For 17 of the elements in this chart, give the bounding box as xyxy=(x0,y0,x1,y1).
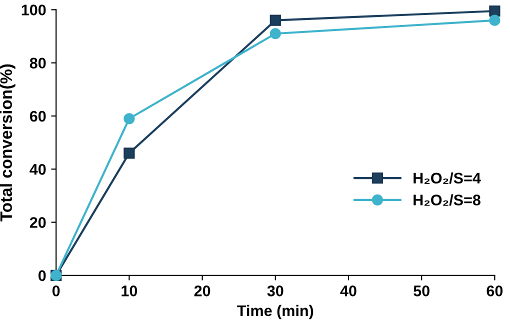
y-tick-label: 100 xyxy=(22,4,46,16)
x-tick-label: 50 xyxy=(414,286,430,296)
x-axis-title: Time (min) xyxy=(237,304,314,320)
legend-label: H₂O₂/S=8 xyxy=(414,194,480,206)
x-tick-label: 0 xyxy=(52,286,60,296)
x-tick-label: 10 xyxy=(122,286,138,296)
legend-label: H₂O₂/S=4 xyxy=(414,172,481,184)
y-tick-label: 80 xyxy=(30,58,46,69)
y-axis-title: Total conversion(%) xyxy=(0,64,16,222)
y-tick-label: 20 xyxy=(30,217,46,228)
y-tick-label: 60 xyxy=(30,110,46,122)
x-tick-label: 40 xyxy=(340,286,356,296)
y-tick-label: 0 xyxy=(38,270,46,282)
y-tick-label: 40 xyxy=(30,164,46,175)
x-tick-label: 60 xyxy=(486,286,503,296)
x-tick-label: 30 xyxy=(267,286,284,296)
x-tick-label: 20 xyxy=(194,286,210,296)
